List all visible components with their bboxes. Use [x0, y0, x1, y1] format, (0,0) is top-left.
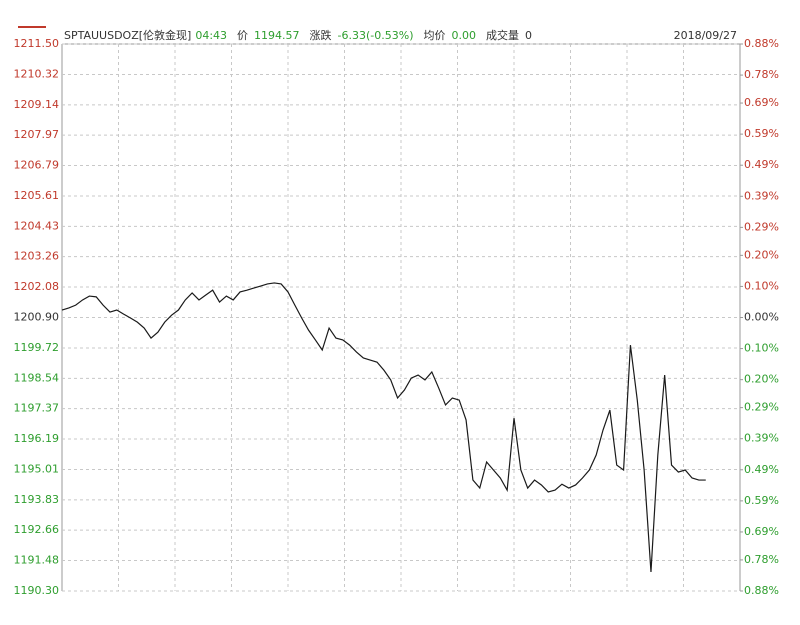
price-line	[61, 282, 706, 572]
y2-tick-label: 0.29%	[744, 401, 779, 414]
y-tick-label: 1190.30	[14, 584, 60, 597]
y2-tick-label: 0.20%	[744, 373, 779, 386]
y-tick-label: 1191.48	[14, 554, 60, 567]
field-label: 成交量	[486, 28, 519, 42]
field-label: 均价	[424, 29, 446, 42]
quote-time: 04:43	[195, 29, 227, 42]
y2-tick-label: 0.49%	[744, 463, 779, 476]
field-value: 1194.57	[254, 29, 300, 42]
y2-tick-label: 0.00%	[744, 311, 779, 324]
y-tick-label: 1209.14	[14, 98, 60, 111]
y2-tick-label: 0.10%	[744, 342, 779, 355]
y2-tick-label: 0.20%	[744, 248, 779, 261]
field-value: 0.00	[452, 29, 477, 42]
y2-tick-label: 0.88%	[744, 584, 779, 597]
y2-tick-label: 0.69%	[744, 525, 779, 538]
y-tick-label: 1199.72	[14, 341, 60, 354]
field-value: 0	[525, 29, 532, 42]
y2-tick-label: 0.39%	[744, 189, 779, 202]
y2-tick-label: 0.59%	[744, 494, 779, 507]
y-tick-label: 1198.54	[14, 371, 60, 384]
y-tick-label: 1203.26	[14, 250, 60, 263]
y2-tick-label: 0.39%	[744, 432, 779, 445]
y2-tick-label: 0.29%	[744, 220, 779, 233]
y-tick-label: 1195.01	[14, 462, 60, 475]
y-tick-label: 1200.90	[14, 311, 60, 324]
y2-tick-label: 0.78%	[744, 553, 779, 566]
y2-tick-label: 0.49%	[744, 158, 779, 171]
y-tick-label: 1204.43	[14, 219, 60, 232]
y2-tick-label: 0.59%	[744, 127, 779, 140]
y-tick-label: 1193.83	[14, 493, 60, 506]
y-tick-label: 1210.32	[14, 67, 60, 80]
y2-tick-label: 0.78%	[744, 68, 779, 81]
y-tick-label: 1207.97	[14, 128, 60, 141]
y-tick-label: 1205.61	[14, 189, 60, 202]
y-tick-label: 1202.08	[14, 280, 60, 293]
field-label: 涨跌	[310, 28, 332, 42]
y-tick-label: 1206.79	[14, 159, 60, 172]
y2-tick-label: 0.88%	[744, 37, 779, 50]
y2-tick-label: 0.10%	[744, 279, 779, 292]
y2-tick-label: 0.69%	[744, 96, 779, 109]
y-tick-label: 1197.37	[14, 402, 60, 415]
instrument-title: SPTAUUSDOZ[伦敦金现]	[64, 28, 191, 42]
quote-date: 2018/09/27	[674, 29, 737, 42]
field-value: -6.33(-0.53%)	[338, 29, 414, 42]
quote-bar: SPTAUUSDOZ[伦敦金现] 04:43 价 1194.57 涨跌 -6.33(-0.…	[64, 28, 737, 42]
field-label: 价	[237, 29, 248, 42]
y-tick-label: 1196.19	[14, 432, 60, 445]
y-tick-label: 1192.66	[14, 523, 60, 536]
y-tick-label: 1211.50	[14, 37, 60, 50]
